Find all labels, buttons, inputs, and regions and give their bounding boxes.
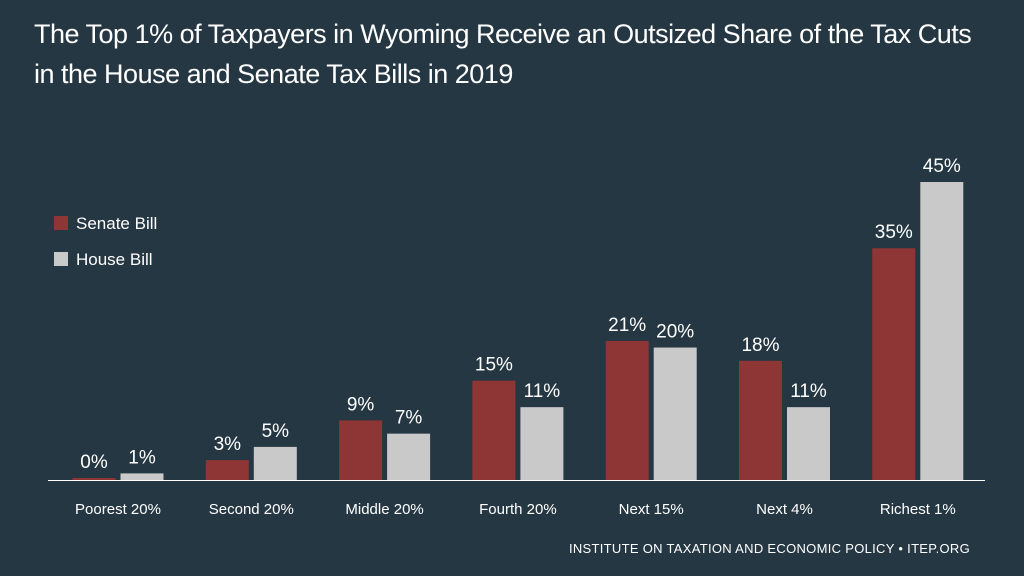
bar-house-1: [120, 473, 164, 480]
data-label-senate-1: 0%: [80, 452, 108, 473]
category-label-1: Poorest 20%: [75, 501, 161, 518]
data-label-senate-6: 18%: [741, 335, 779, 356]
bar-senate-5: [605, 340, 649, 480]
data-label-house-4: 11%: [524, 381, 561, 402]
category-label-2: Second 20%: [209, 501, 294, 518]
bar-house-4: [520, 407, 564, 480]
category-label-4: Fourth 20%: [479, 501, 557, 518]
category-label-3: Middle 20%: [345, 501, 423, 518]
legend-label-house: House Bill: [76, 250, 153, 269]
chart-title: The Top 1% of Taxpayers in Wyoming Recei…: [34, 14, 994, 94]
bar-house-6: [787, 407, 830, 480]
data-label-senate-5: 21%: [608, 315, 646, 336]
legend-swatch-house: [54, 252, 68, 266]
legend-swatch-senate: [54, 216, 68, 230]
source-credit: INSTITUTE ON TAXATION AND ECONOMIC POLIC…: [568, 541, 970, 556]
bar-house-2: [253, 446, 297, 480]
bar-house-7: [920, 182, 964, 480]
bar-senate-6: [739, 360, 782, 480]
category-label-7: Richest 1%: [880, 501, 956, 518]
legend-label-senate: Senate Bill: [76, 214, 157, 233]
data-label-senate-2: 3%: [214, 434, 242, 455]
bar-senate-2: [205, 460, 249, 480]
data-label-house-5: 20%: [656, 322, 694, 343]
data-label-house-7: 45%: [923, 156, 961, 177]
data-label-house-6: 11%: [790, 381, 827, 402]
bar-house-3: [387, 433, 431, 480]
bar-senate-7: [872, 248, 916, 480]
data-label-senate-4: 15%: [475, 355, 513, 376]
data-label-house-3: 7%: [395, 408, 423, 429]
category-label-5: Next 15%: [619, 501, 684, 518]
data-label-house-1: 1%: [128, 447, 156, 468]
data-label-senate-3: 9%: [347, 394, 375, 415]
chart-title-line-1: The Top 1% of Taxpayers in Wyoming Recei…: [34, 19, 972, 49]
bar-house-5: [653, 347, 697, 480]
bar-senate-4: [472, 380, 516, 480]
bar-senate-3: [339, 420, 383, 480]
chart-title-line-2: in the House and Senate Tax Bills in 201…: [34, 59, 513, 89]
data-label-house-2: 5%: [262, 421, 290, 442]
bar-senate-1: [72, 478, 116, 480]
data-label-senate-7: 35%: [875, 222, 913, 243]
category-label-6: Next 4%: [756, 501, 813, 518]
